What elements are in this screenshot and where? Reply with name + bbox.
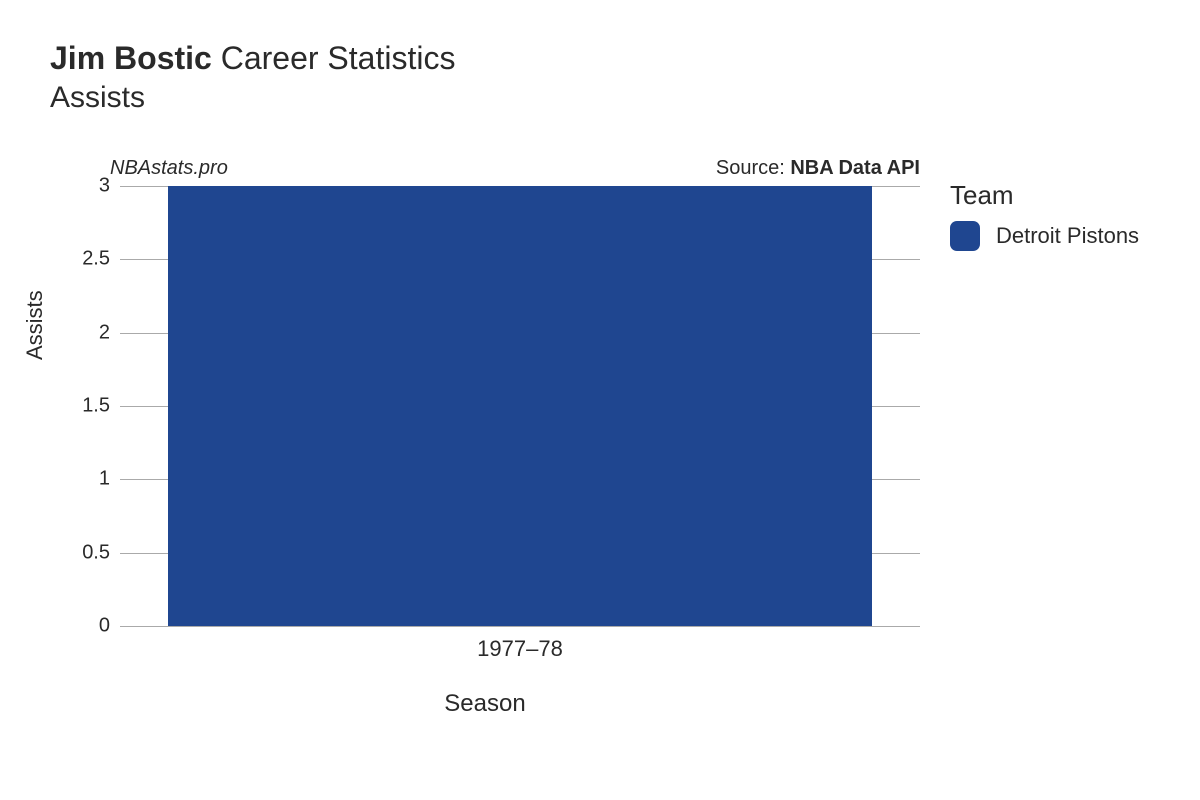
site-credit: NBAstats.pro <box>110 157 228 180</box>
legend-label: Detroit Pistons <box>996 223 1139 249</box>
title-block: Jim Bostic Career Statistics Assists <box>50 40 455 115</box>
legend-items: Detroit Pistons <box>950 221 1190 251</box>
legend-title: Team <box>950 180 1190 211</box>
y-tick-label: 1 <box>99 468 120 491</box>
chart-title: Jim Bostic Career Statistics <box>50 40 455 77</box>
y-tick-label: 0 <box>99 615 120 638</box>
player-name: Jim Bostic <box>50 40 212 76</box>
y-tick-label: 3 <box>99 175 120 198</box>
figure: Jim Bostic Career Statistics Assists NBA… <box>0 0 1200 800</box>
y-tick-label: 2 <box>99 321 120 344</box>
legend: Team Detroit Pistons <box>950 180 1190 251</box>
x-tick-label: 1977–78 <box>477 626 563 662</box>
y-tick-label: 1.5 <box>82 395 120 418</box>
source-credit: Source: NBA Data API <box>716 157 920 180</box>
source-name: NBA Data API <box>790 157 920 179</box>
source-prefix: Source: <box>716 157 790 179</box>
credits-row: NBAstats.pro Source: NBA Data API <box>120 155 920 181</box>
legend-swatch <box>950 221 980 251</box>
chart-subtitle: Assists <box>50 81 455 115</box>
plot-area: 00.511.522.531977–78 <box>120 186 920 626</box>
title-suffix: Career Statistics <box>221 40 456 76</box>
y-axis-label: Assists <box>22 290 48 360</box>
y-tick-label: 2.5 <box>82 248 120 271</box>
x-axis-label: Season <box>50 690 920 718</box>
legend-item: Detroit Pistons <box>950 221 1190 251</box>
bar <box>168 186 872 626</box>
plot-wrap: NBAstats.pro Source: NBA Data API Assist… <box>50 150 1150 710</box>
y-tick-label: 0.5 <box>82 541 120 564</box>
